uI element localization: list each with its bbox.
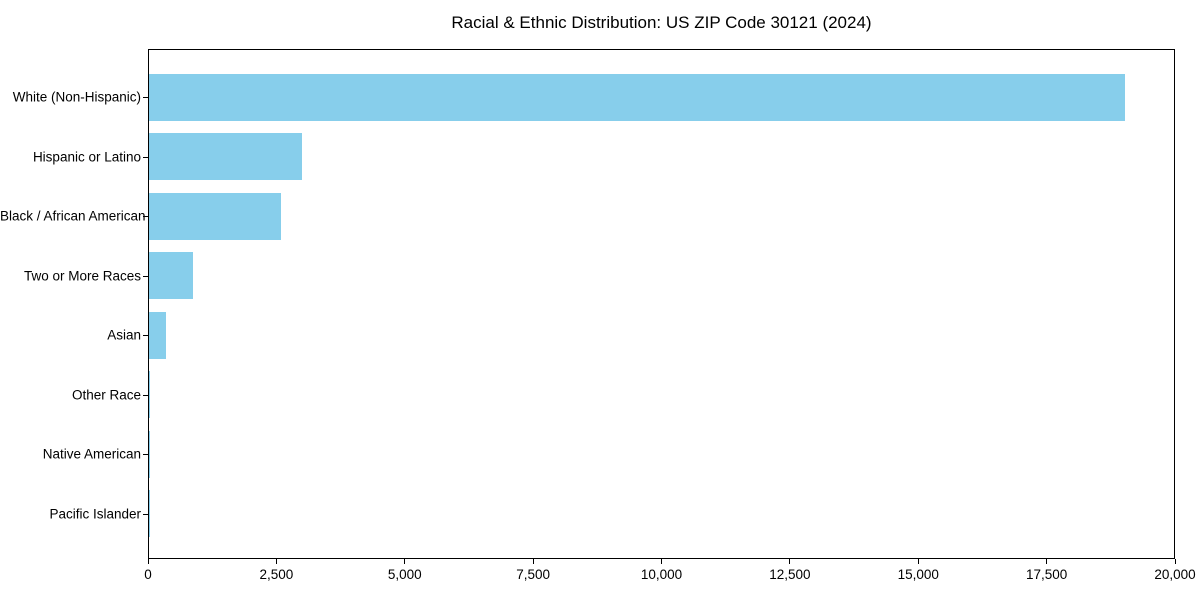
x-tick-mark <box>147 559 149 564</box>
x-tick-label: 20,000 <box>1154 567 1196 582</box>
y-tick-mark <box>143 275 148 277</box>
x-tick-label: 5,000 <box>387 567 422 582</box>
chart-title: Racial & Ethnic Distribution: US ZIP Cod… <box>451 13 872 32</box>
x-tick-mark <box>275 559 277 564</box>
x-tick-mark <box>661 559 662 564</box>
y-tick-mark <box>143 513 148 515</box>
y-tick-label: Two or More Races <box>23 268 141 283</box>
y-tick-mark <box>143 335 148 336</box>
y-tick-label: Native American <box>42 446 141 462</box>
x-tick-mark <box>1174 559 1176 564</box>
y-tick-label: White (Non-Hispanic) <box>12 89 141 105</box>
x-tick-mark <box>789 559 791 564</box>
bar-native-american <box>149 430 150 478</box>
plot-area <box>148 49 1175 559</box>
bar-white-non-hispanic <box>149 73 1126 121</box>
y-tick-label: Pacific Islander <box>49 506 141 521</box>
x-tick-label: 2,500 <box>259 567 294 582</box>
bar-hispanic-or-latino <box>149 133 303 180</box>
x-tick-mark <box>917 559 919 564</box>
y-tick-label: Black / African American <box>0 208 146 224</box>
bar-asian <box>149 311 166 359</box>
y-tick-label: Hispanic or Latino <box>32 149 141 164</box>
x-tick-label: 7,500 <box>516 567 551 582</box>
y-tick-mark <box>143 156 148 158</box>
x-tick-mark <box>404 559 406 564</box>
x-tick-label: 17,500 <box>1025 567 1068 582</box>
y-tick-mark <box>143 216 148 217</box>
bar-two-or-more-races <box>149 252 194 299</box>
y-tick-label: Other Race <box>71 387 141 402</box>
y-tick-label: Asian <box>107 327 141 343</box>
bar-black-african-american <box>149 192 282 240</box>
x-tick-label: 12,500 <box>769 567 811 582</box>
bar-other-race <box>149 371 151 418</box>
x-tick-label: 15,000 <box>897 567 939 582</box>
x-tick-mark <box>1046 559 1048 564</box>
y-tick-mark <box>143 394 148 396</box>
x-tick-label: 0 <box>144 567 152 582</box>
y-tick-mark <box>143 97 148 98</box>
y-tick-mark <box>143 454 148 455</box>
x-tick-mark <box>532 559 534 564</box>
x-tick-label: 10,000 <box>640 567 683 582</box>
